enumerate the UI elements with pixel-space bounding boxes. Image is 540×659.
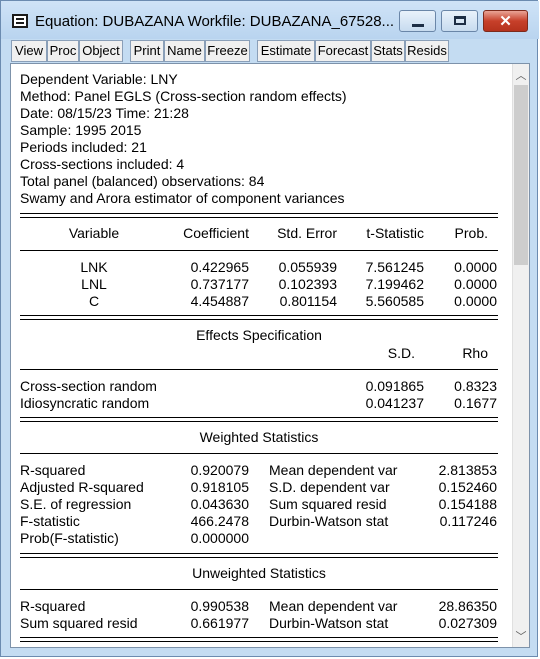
window-title: Equation: DUBAZANA Workfile: DUBAZANA_67…: [35, 13, 395, 30]
table-rule: [20, 250, 498, 251]
stat-value: 0.918105: [190, 479, 249, 495]
stat-label: R-squared: [20, 598, 86, 614]
object-button[interactable]: Object: [79, 40, 123, 62]
stat-label: Adjusted R-squared: [20, 479, 144, 495]
title-bar[interactable]: Equation: DUBAZANA Workfile: DUBAZANA_67…: [1, 1, 539, 39]
periods-line: Periods included: 21: [20, 139, 147, 155]
close-button[interactable]: ✕: [483, 10, 528, 32]
sample-line: Sample: 1995 2015: [20, 122, 142, 138]
maximize-icon: [454, 16, 466, 25]
maximize-button[interactable]: [441, 10, 478, 32]
observations-line: Total panel (balanced) observations: 84: [20, 173, 265, 189]
row-variable: LNK: [80, 259, 108, 275]
resids-button[interactable]: Resids: [405, 40, 449, 62]
row-sd: 0.041237: [365, 395, 424, 411]
effects-specification-title: Effects Specification: [196, 327, 322, 343]
row-coefficient: 4.454887: [190, 293, 249, 309]
weighted-statistics-title: Weighted Statistics: [199, 429, 319, 445]
stat-value: 28.86350: [438, 598, 497, 614]
stat-value: 0.920079: [190, 462, 249, 478]
stat-value: 2.813853: [438, 462, 497, 478]
name-button[interactable]: Name: [164, 40, 205, 62]
row-t-statistic: 5.560585: [365, 293, 424, 309]
row-label: Idiosyncratic random: [20, 395, 150, 411]
minimize-button[interactable]: [399, 10, 436, 32]
row-coefficient: 0.422965: [190, 259, 249, 275]
estimation-output[interactable]: Dependent Variable: LNY Method: Panel EG…: [10, 63, 530, 648]
stat-value: 0.990538: [190, 598, 249, 614]
row-prob: 0.0000: [454, 276, 497, 292]
col-header-rho: Rho: [462, 345, 488, 361]
forecast-button[interactable]: Forecast: [315, 40, 371, 62]
minimize-icon: [412, 24, 424, 27]
row-variable: LNL: [81, 276, 107, 292]
row-prob: 0.0000: [454, 293, 497, 309]
stat-label: S.D. dependent var: [269, 479, 390, 495]
table-rule: [20, 369, 498, 370]
row-sd: 0.091865: [365, 378, 424, 394]
row-prob: 0.0000: [454, 259, 497, 275]
table-rule: [20, 637, 498, 642]
row-variable: C: [88, 293, 100, 309]
stat-value: 0.027309: [438, 615, 497, 631]
table-rule: [20, 453, 498, 454]
vertical-scrollbar[interactable]: ︿ ﹀: [512, 64, 529, 647]
stat-value: 0.154188: [438, 496, 497, 512]
col-header-variable: Variable: [68, 225, 120, 241]
scroll-down-icon[interactable]: ﹀: [515, 631, 527, 643]
row-coefficient: 0.737177: [190, 276, 249, 292]
stat-label: Sum squared resid: [20, 615, 138, 631]
stat-value: 0.661977: [190, 615, 249, 631]
stat-value: 0.117246: [439, 513, 497, 529]
estimator-line: Swamy and Arora estimator of component v…: [20, 190, 345, 206]
print-button[interactable]: Print: [130, 40, 164, 62]
estimate-button[interactable]: Estimate: [257, 40, 315, 62]
stat-label: R-squared: [20, 462, 86, 478]
stat-label: S.E. of regression: [20, 496, 132, 512]
stat-label: Durbin-Watson stat: [269, 615, 389, 631]
cross-sections-line: Cross-sections included: 4: [20, 156, 185, 172]
close-icon: ✕: [499, 13, 512, 30]
stats-button[interactable]: Stats: [371, 40, 405, 62]
table-rule: [20, 213, 498, 218]
row-std-error: 0.801154: [279, 293, 337, 309]
date-time-line: Date: 08/15/23 Time: 21:28: [20, 105, 189, 121]
row-rho: 0.8323: [454, 378, 497, 394]
table-rule: [20, 315, 498, 320]
stat-label: Mean dependent var: [269, 598, 398, 614]
col-header-prob: Prob.: [454, 225, 488, 241]
stat-value: 0.000000: [190, 530, 249, 546]
scroll-up-icon[interactable]: ︿: [515, 70, 527, 82]
col-header-std-error: Std. Error: [277, 225, 337, 241]
table-rule: [20, 417, 498, 422]
row-t-statistic: 7.199462: [365, 276, 424, 292]
row-t-statistic: 7.561245: [365, 259, 424, 275]
dependent-variable-line: Dependent Variable: LNY: [20, 71, 178, 87]
proc-button[interactable]: Proc: [47, 40, 79, 62]
freeze-button[interactable]: Freeze: [205, 40, 250, 62]
equation-window-icon[interactable]: [12, 14, 28, 28]
stat-label: Sum squared resid: [269, 496, 387, 512]
unweighted-statistics-title: Unweighted Statistics: [192, 565, 326, 581]
stat-value: 466.2478: [190, 513, 249, 529]
stat-value: 0.152460: [438, 479, 497, 495]
stat-label: F-statistic: [20, 513, 80, 529]
row-std-error: 0.055939: [278, 259, 337, 275]
scrollbar-thumb[interactable]: [514, 85, 528, 265]
row-rho: 0.1677: [454, 395, 497, 411]
row-label: Cross-section random: [20, 378, 157, 394]
stat-label: Durbin-Watson stat: [269, 513, 389, 529]
table-rule: [20, 589, 498, 590]
stat-label: Mean dependent var: [269, 462, 398, 478]
row-std-error: 0.102393: [278, 276, 337, 292]
view-button[interactable]: View: [11, 40, 47, 62]
col-header-sd: S.D.: [387, 345, 415, 361]
stat-value: 0.043630: [190, 496, 249, 512]
method-line: Method: Panel EGLS (Cross-section random…: [20, 88, 347, 104]
table-rule: [20, 553, 498, 558]
col-header-coefficient: Coefficient: [183, 225, 249, 241]
stat-label: Prob(F-statistic): [20, 530, 119, 546]
col-header-t-statistic: t-Statistic: [366, 225, 424, 241]
